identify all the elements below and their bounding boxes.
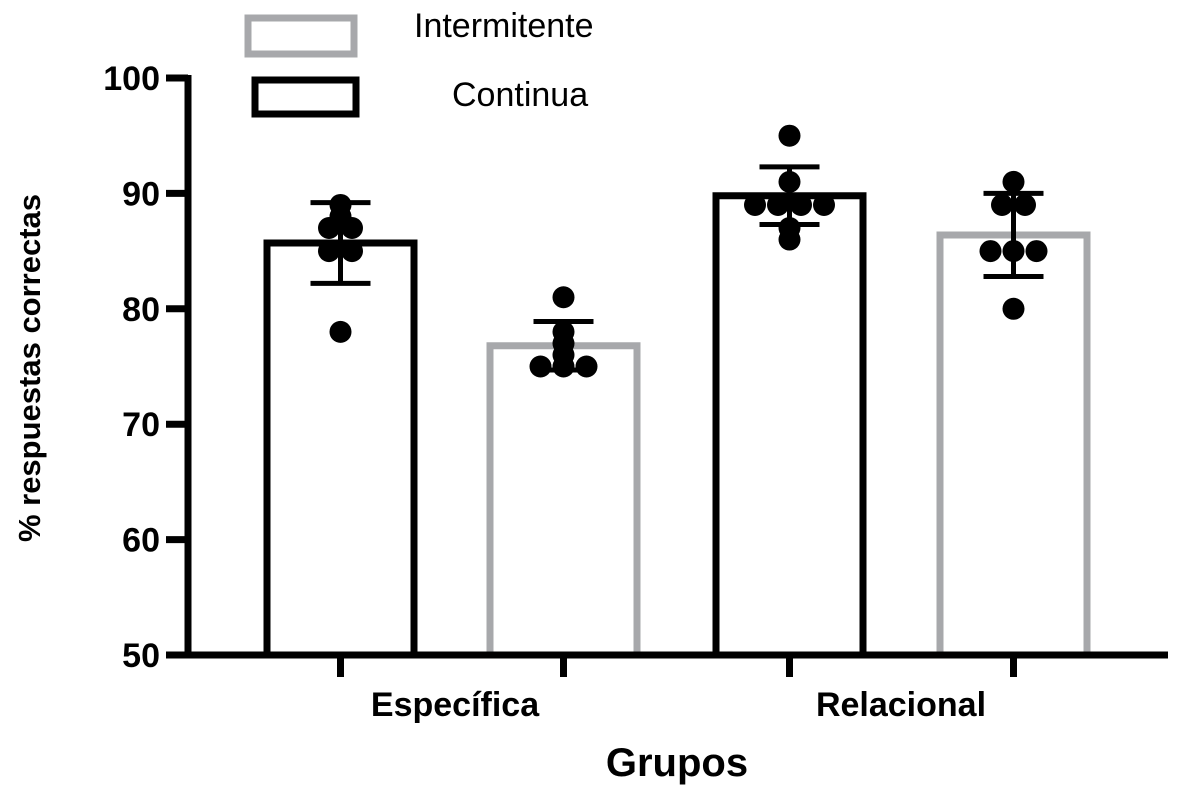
data-point bbox=[1025, 240, 1048, 263]
legend-label-continua: Continua bbox=[452, 76, 588, 114]
axes: 50 60 70 80 90 100 Específica Relacional bbox=[103, 60, 1168, 724]
data-point bbox=[1014, 193, 1036, 216]
y-tick-label: 50 bbox=[122, 637, 160, 675]
x-tick-label: Relacional bbox=[816, 686, 986, 724]
x-tick-label: Específica bbox=[371, 686, 540, 724]
data-point bbox=[1002, 170, 1025, 193]
legend-swatch-continua bbox=[251, 76, 360, 118]
y-tick-label: 80 bbox=[122, 291, 160, 329]
data-point bbox=[767, 193, 789, 216]
error-bars bbox=[310, 164, 1044, 373]
data-point bbox=[318, 240, 340, 263]
bars bbox=[263, 192, 1091, 655]
legend-label-intermitente: Intermitente bbox=[414, 7, 594, 45]
data-point bbox=[552, 286, 575, 309]
bar bbox=[486, 342, 641, 655]
data-point bbox=[778, 124, 801, 147]
bar bbox=[263, 239, 418, 655]
y-tick-label: 60 bbox=[122, 522, 160, 560]
data-point bbox=[979, 240, 1002, 263]
bar bbox=[712, 192, 867, 655]
legend: Intermitente Continua bbox=[244, 7, 594, 118]
data-point bbox=[813, 193, 835, 216]
data-point bbox=[991, 193, 1013, 216]
legend-swatch-intermitente bbox=[244, 14, 358, 58]
y-tick-label: 70 bbox=[122, 406, 160, 444]
y-tick-label: 100 bbox=[103, 60, 160, 98]
data-point bbox=[790, 193, 812, 216]
x-axis-title: Grupos bbox=[606, 741, 748, 785]
data-point bbox=[529, 355, 552, 378]
data-point bbox=[575, 355, 598, 378]
data-point bbox=[744, 193, 766, 216]
y-axis-title: % respuestas correctas bbox=[12, 194, 47, 542]
data-point bbox=[1002, 297, 1025, 320]
data-point bbox=[329, 320, 352, 343]
data-point bbox=[341, 240, 363, 263]
y-tick-label: 90 bbox=[122, 175, 160, 213]
